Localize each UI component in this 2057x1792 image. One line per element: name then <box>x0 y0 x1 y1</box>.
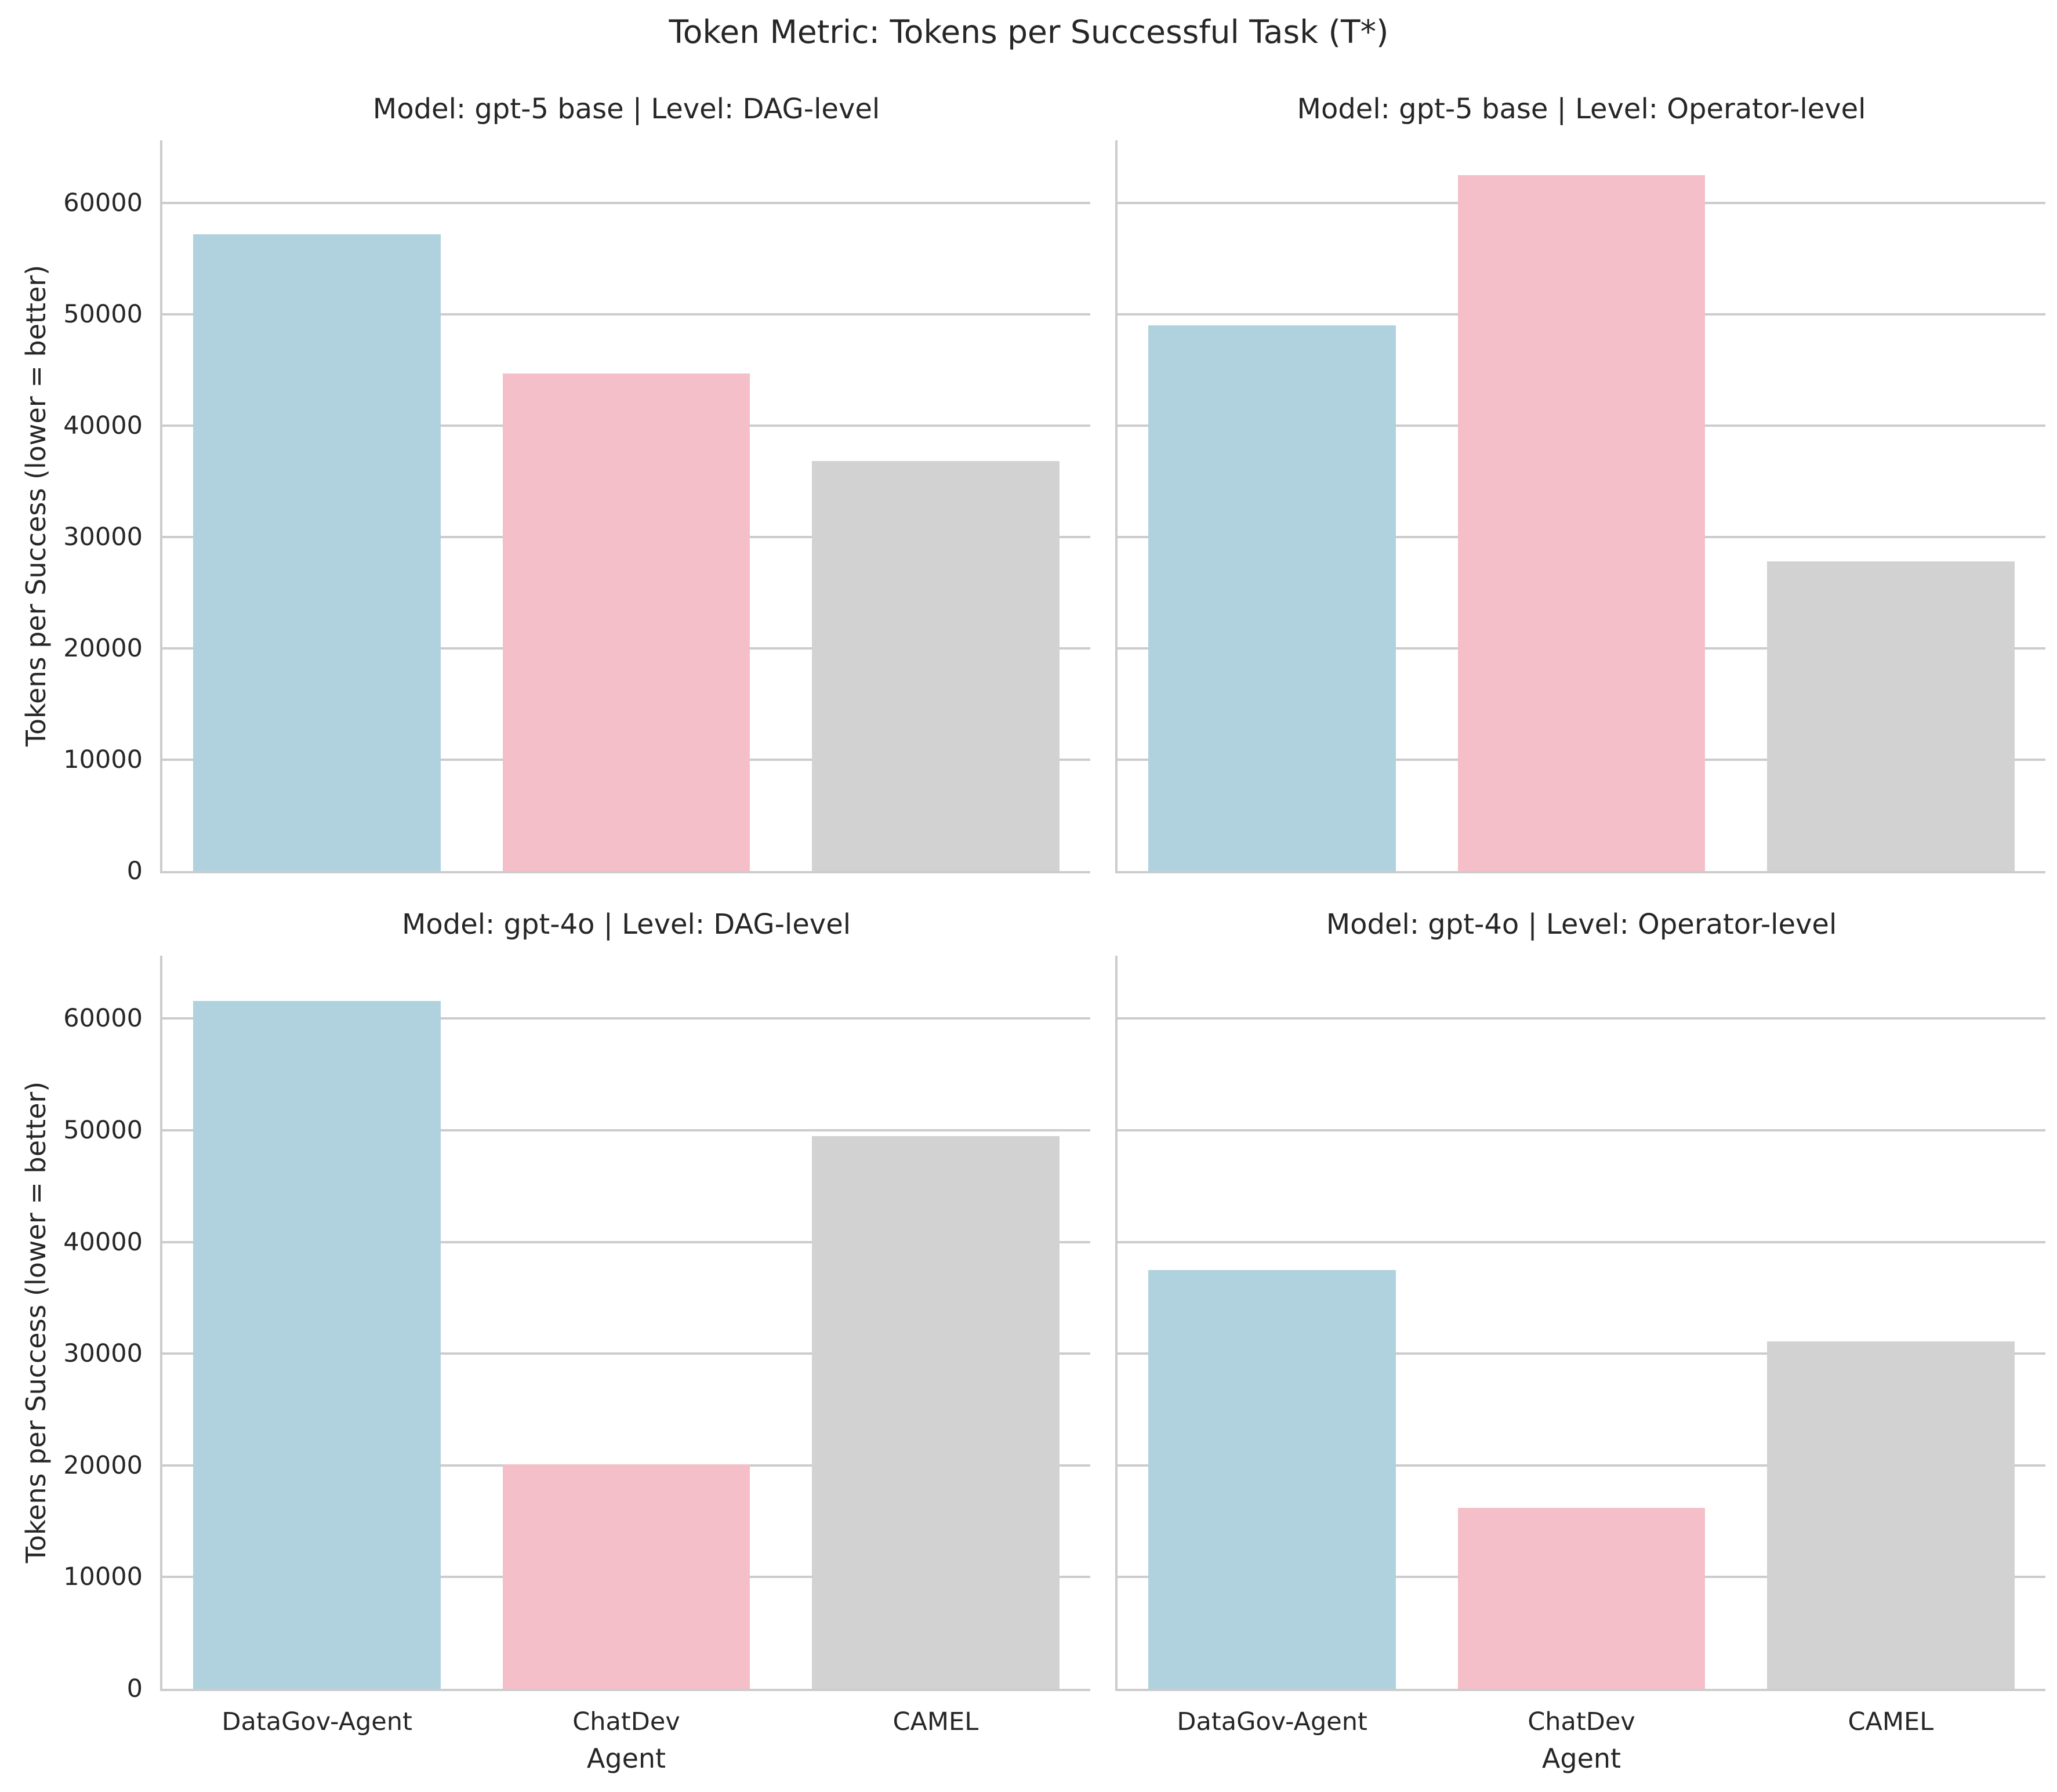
bar-camel <box>812 461 1060 871</box>
bar-datagov-agent <box>1148 325 1396 871</box>
bar-datagov-agent <box>1148 1269 1396 1689</box>
y-tick-label-30000: 30000 <box>63 523 143 552</box>
gridline-50000 <box>162 313 1090 315</box>
y-tick-label-0: 0 <box>126 1674 143 1703</box>
gridline-60000 <box>162 1017 1090 1020</box>
gridline-30000 <box>162 1352 1090 1355</box>
subplot-gpt4o-dag: Model: gpt-4o | Level: DAG-level 0 10000 2… <box>63 908 1090 1736</box>
y-tick-label-60000: 60000 <box>63 188 143 217</box>
subplot-gpt5-operator: Model: gpt-5 base | Level: Operator-leve… <box>1115 93 2045 873</box>
bar-camel <box>1767 1341 2015 1689</box>
bar-datagov-agent <box>193 1000 441 1689</box>
x-tick-label-chatdev: ChatDev <box>1528 1707 1635 1736</box>
bar-chatdev <box>502 1464 750 1689</box>
figure-title: Token Metric: Tokens per Successful Task… <box>669 13 1389 50</box>
gridline-50000 <box>1118 1129 2045 1131</box>
gridline-20000 <box>1118 1464 2045 1467</box>
gridline-60000 <box>1118 1017 2045 1020</box>
bar-chatdev <box>502 373 750 871</box>
gridline-60000 <box>162 202 1090 204</box>
x-tick-label-chatdev: ChatDev <box>572 1707 680 1736</box>
x-axis-spine <box>160 1689 1090 1691</box>
gridline-40000 <box>162 1240 1090 1243</box>
y-axis-spine <box>160 956 162 1691</box>
x-tick-label-datagov-agent: DataGov-Agent <box>1177 1707 1367 1736</box>
subplot-title: Model: gpt-5 base | Level: DAG-level <box>372 93 880 125</box>
y-tick-label-40000: 40000 <box>63 411 143 440</box>
y-tick-label-50000: 50000 <box>63 1115 143 1145</box>
subplot-title: Model: gpt-4o | Level: DAG-level <box>401 908 851 941</box>
subplot-gpt5-dag: Model: gpt-5 base | Level: DAG-level 0 10… <box>63 93 1090 886</box>
y-axis-spine <box>160 140 162 873</box>
gridline-50000 <box>162 1129 1090 1131</box>
bar-camel <box>812 1136 1060 1689</box>
bar-datagov-agent <box>193 234 441 871</box>
x-axis-spine <box>1115 871 2045 873</box>
x-tick-label-datagov-agent: DataGov-Agent <box>222 1707 412 1736</box>
y-tick-label-40000: 40000 <box>63 1227 143 1257</box>
y-tick-label-20000: 20000 <box>63 1450 143 1480</box>
y-tick-label-10000: 10000 <box>63 1562 143 1592</box>
x-axis-spine <box>160 871 1090 873</box>
subplot-title: Model: gpt-5 base | Level: Operator-leve… <box>1297 93 1866 125</box>
x-tick-label-camel: CAMEL <box>893 1707 979 1736</box>
subplot-title: Model: gpt-4o | Level: Operator-level <box>1326 908 1837 941</box>
gridline-40000 <box>1118 1240 2045 1243</box>
x-tick-label-camel: CAMEL <box>1848 1707 1934 1736</box>
y-tick-label-30000: 30000 <box>63 1339 143 1369</box>
y-tick-label-60000: 60000 <box>63 1004 143 1033</box>
y-axis-label-top-row: Tokens per Success (lower = better) <box>20 264 52 747</box>
y-tick-label-20000: 20000 <box>63 634 143 663</box>
bar-chatdev <box>1457 1507 1706 1689</box>
y-tick-label-0: 0 <box>126 857 143 886</box>
x-axis-spine <box>1115 1689 2045 1691</box>
y-tick-label-50000: 50000 <box>63 300 143 329</box>
gridline-30000 <box>1118 1352 2045 1355</box>
bar-camel <box>1767 561 2015 871</box>
y-axis-spine <box>1115 140 1118 873</box>
subplot-gpt4o-operator: Model: gpt-4o | Level: Operator-level Da… <box>1115 908 2045 1736</box>
y-tick-label-10000: 10000 <box>63 745 143 774</box>
x-axis-label-left: Agent <box>586 1743 666 1774</box>
x-axis-label-right: Agent <box>1541 1743 1621 1774</box>
y-axis-label-bottom-row: Tokens per Success (lower = better) <box>20 1081 52 1564</box>
y-axis-spine <box>1115 956 1118 1691</box>
bar-chatdev <box>1457 175 1706 871</box>
